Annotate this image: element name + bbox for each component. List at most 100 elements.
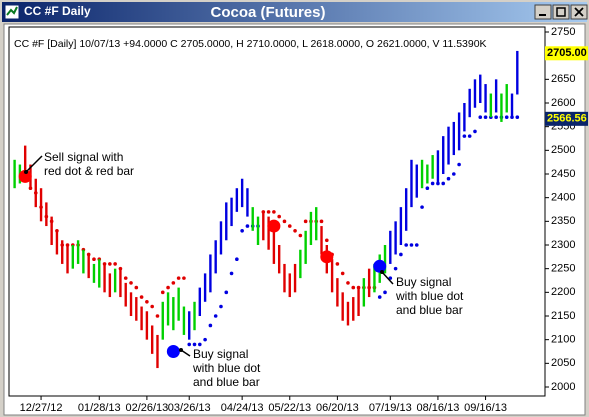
title-bar <box>2 2 587 22</box>
stop-dot <box>108 262 112 266</box>
stop-dot <box>441 181 446 186</box>
stop-dot <box>224 290 229 295</box>
stop-dot <box>150 304 154 309</box>
minimize-button[interactable] <box>534 4 552 20</box>
stop-dot <box>219 304 223 309</box>
stop-dot <box>351 285 356 290</box>
stop-dot <box>213 314 218 318</box>
annotation-arrow <box>25 155 43 173</box>
stop-dot <box>467 134 472 138</box>
maximize-button[interactable] <box>552 4 570 20</box>
annotation-arrowhead <box>380 270 384 274</box>
stop-dot <box>425 186 430 190</box>
stop-dot <box>176 276 181 280</box>
y-tick-label: 2350 <box>551 215 575 227</box>
stop-dot <box>457 162 461 167</box>
stop-dot <box>139 295 144 299</box>
maximize-glyph <box>556 7 566 17</box>
stop-dot <box>494 115 498 119</box>
stop-dot <box>383 290 387 295</box>
stop-dot <box>293 229 297 233</box>
y-tick-label: 2450 <box>551 168 575 180</box>
x-tick-label: 08/16/13 <box>417 402 460 414</box>
stop-dot <box>346 281 350 285</box>
chart-title: Cocoa (Futures) <box>210 4 325 21</box>
y-tick-label: 2550 <box>551 121 575 133</box>
stop-dot <box>409 243 414 247</box>
y-tick-label: 2250 <box>551 263 575 275</box>
stop-dot <box>414 243 419 247</box>
stop-dot <box>182 276 186 280</box>
x-tick-label: 02/26/13 <box>125 402 168 414</box>
stop-dot <box>229 271 234 276</box>
y-tick-label: 2500 <box>551 144 575 156</box>
window-title: CC #F Daily <box>24 4 91 18</box>
stop-dot <box>123 276 128 280</box>
stop-dot <box>134 285 139 290</box>
stop-dot <box>399 252 403 257</box>
annotation-text: Buy signal <box>396 275 451 289</box>
annotation-text: with blue dot <box>192 361 261 375</box>
stop-dot <box>277 214 281 219</box>
stop-dot <box>377 295 382 299</box>
stop-dot <box>303 219 308 224</box>
stop-dot <box>272 210 276 214</box>
plot-area <box>8 26 546 397</box>
app-icon-glyph <box>6 6 18 16</box>
stop-dot <box>235 257 239 262</box>
stop-dot <box>155 314 160 318</box>
annotation-arrowhead <box>179 348 183 352</box>
window-buttons <box>534 4 588 20</box>
y-tick-label: 2750 <box>551 26 575 38</box>
stop-dot <box>340 271 345 276</box>
signal-dot <box>18 169 32 183</box>
stop-dot <box>282 219 287 224</box>
y-tick-label: 2600 <box>551 97 575 109</box>
stop-dot <box>473 129 477 134</box>
close-glyph <box>574 7 584 17</box>
y-tick-label: 2000 <box>551 381 575 393</box>
annotation-text: with blue dot <box>395 289 464 303</box>
price-label: 2566.56 <box>547 113 587 125</box>
annotation-text: and blue bar <box>193 375 260 389</box>
stop-dot <box>478 115 483 119</box>
x-tick-label: 03/26/13 <box>168 402 211 414</box>
stop-dot <box>335 262 340 266</box>
annotation-text: and blue bar <box>396 303 463 317</box>
stop-dot <box>319 219 324 224</box>
stop-dot <box>203 337 207 342</box>
y-tick-label: 2300 <box>551 239 575 251</box>
stop-dot <box>430 181 435 186</box>
price-label-box <box>545 111 588 126</box>
y-tick-label: 2150 <box>551 310 575 322</box>
stop-dot <box>266 210 271 214</box>
annotation-arrowhead <box>24 170 28 174</box>
x-tick-label: 04/24/13 <box>221 402 264 414</box>
y-tick-label: 2400 <box>551 192 575 204</box>
stop-dot <box>404 243 408 247</box>
x-tick-label: 01/28/13 <box>78 402 121 414</box>
y-tick-label: 2050 <box>551 357 575 369</box>
stop-dot <box>208 323 213 328</box>
stop-dot <box>245 224 250 228</box>
price-label: 2705.00 <box>547 47 587 59</box>
stop-dot <box>198 342 202 347</box>
annotation-text: Buy signal <box>193 347 248 361</box>
stop-dot <box>129 281 133 285</box>
stop-dot <box>504 115 509 119</box>
quote-header: CC #F [Daily] 10/07/13 +94.0000 C 2705.0… <box>14 38 487 50</box>
stop-dot <box>92 257 96 262</box>
y-tick-label: 2200 <box>551 286 575 298</box>
stop-dot <box>515 115 520 119</box>
price-label-box <box>545 46 588 61</box>
annotation-text: red dot & red bar <box>44 164 134 178</box>
stop-dot <box>240 229 244 233</box>
stop-dot <box>446 176 451 181</box>
stop-dot <box>166 285 170 290</box>
x-tick-label: 06/20/13 <box>316 402 359 414</box>
stop-dot <box>325 238 329 243</box>
stop-dot <box>145 300 149 304</box>
stop-dot <box>298 233 303 238</box>
x-tick-label: 05/22/13 <box>268 402 311 414</box>
